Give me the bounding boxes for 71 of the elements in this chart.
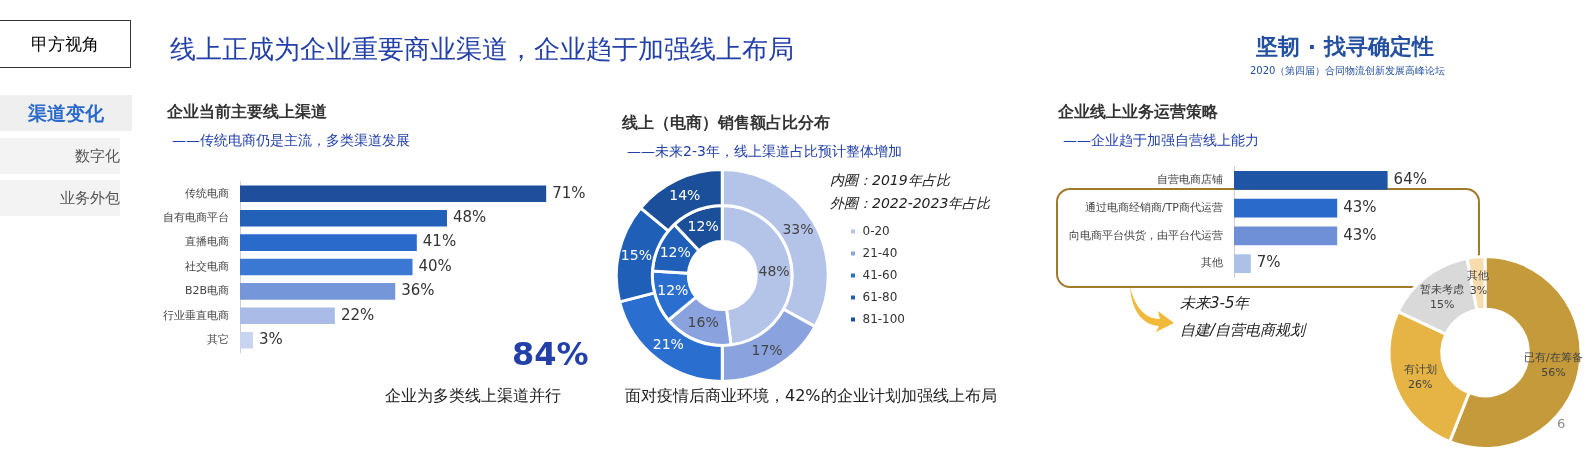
- data-label: 41%: [422, 232, 457, 251]
- y-tick-label: 自营电商店铺: [1157, 173, 1223, 187]
- text: 企业为多类线上渠道并行: [385, 386, 561, 407]
- slice-label: 有计划: [1403, 363, 1437, 377]
- data-label: 48%: [758, 262, 790, 279]
- text: 数字化: [0, 138, 120, 174]
- chart-title: 企业当前主要线上渠道: [167, 102, 327, 123]
- chart-subtitle: ——未来2-3年，线上渠道占比预计整体增加: [627, 143, 902, 161]
- data-label: 56%: [1541, 365, 1566, 379]
- slice-label: 暂未考虑: [1420, 282, 1465, 296]
- bar: [240, 283, 396, 300]
- y-tick-label: 传统电商: [185, 186, 229, 200]
- y-tick-label: B2B电商: [184, 284, 229, 298]
- y-tick-label: 通过电商经销商/TP商代运营: [1084, 201, 1223, 215]
- data-label: 7%: [1256, 253, 1281, 272]
- legend-label: 21-40: [862, 245, 898, 260]
- data-label: 22%: [340, 305, 375, 324]
- text: 6: [1557, 416, 1566, 431]
- chart-subtitle: ——企业趋于加强自营线上能力: [1063, 132, 1259, 150]
- y-tick-label: 向电商平台供货，由平台代运营: [1069, 228, 1223, 242]
- data-label: 14%: [669, 186, 701, 203]
- data-label: 17%: [751, 341, 783, 358]
- y-tick-label: 其它: [207, 333, 229, 347]
- y-tick-label: 直播电商: [185, 235, 229, 249]
- y-tick-label: 社交电商: [185, 259, 229, 273]
- data-label: 15%: [620, 246, 652, 263]
- text: 渠道变化: [0, 95, 132, 131]
- y-tick-label: 其他: [1201, 256, 1223, 270]
- text: 线上正成为企业重要商业渠道，企业趋于加强线上布局: [170, 33, 794, 66]
- bar: [240, 331, 253, 349]
- legend-label: 0-20: [862, 223, 890, 238]
- data-label: 71%: [552, 183, 586, 202]
- bar: [240, 209, 447, 227]
- legend-label: 41-60: [862, 267, 898, 282]
- text: 内圈：2019年占比: [830, 172, 950, 190]
- data-label: 33%: [782, 221, 814, 238]
- bar: [240, 258, 413, 276]
- bar: [240, 234, 417, 251]
- data-label: 43%: [1343, 225, 1377, 244]
- y-tick-label: 自有电商平台: [163, 211, 229, 225]
- annotation: 84%: [512, 335, 589, 373]
- text: 甲方视角: [0, 20, 131, 68]
- data-label: 21%: [652, 335, 684, 352]
- bar: [240, 307, 335, 325]
- text: 面对疫情后商业环境，42%的企业计划加强线上布局: [625, 386, 997, 407]
- data-label: 40%: [418, 256, 452, 275]
- chart-title: 线上（电商）销售额占比分布: [622, 113, 830, 134]
- legend-label: 81-100: [862, 311, 906, 326]
- data-label: 12%: [659, 244, 691, 261]
- data-label: 36%: [401, 281, 435, 300]
- data-label: 12%: [657, 282, 689, 299]
- text: 外圈：2022-2023年占比: [830, 195, 991, 213]
- data-label: 64%: [1393, 170, 1427, 189]
- data-label: 26%: [1408, 378, 1433, 392]
- text: 业务外包: [0, 180, 120, 216]
- data-label: 3%: [258, 330, 283, 349]
- data-label: 12%: [687, 217, 719, 234]
- chart-subtitle: ——传统电商仍是主流，多类渠道发展: [172, 132, 410, 150]
- legend-label: 61-80: [862, 289, 898, 304]
- data-label: 15%: [1430, 297, 1455, 311]
- data-label: 16%: [687, 314, 719, 331]
- text: 2020（第四届）合同物流创新发展高峰论坛: [1250, 64, 1446, 78]
- data-label: 48%: [453, 208, 487, 227]
- text: 未来3-5年: [1180, 294, 1250, 313]
- y-tick-label: 行业垂直电商: [163, 308, 229, 322]
- chart-title: 企业线上业务运营策略: [1058, 102, 1218, 123]
- data-label: 3%: [1469, 283, 1488, 297]
- bar: [240, 185, 547, 203]
- data-label: 43%: [1343, 198, 1377, 217]
- text: 坚韧 · 找寻确定性: [1256, 33, 1434, 61]
- text: 自建/自营电商规划: [1180, 321, 1306, 340]
